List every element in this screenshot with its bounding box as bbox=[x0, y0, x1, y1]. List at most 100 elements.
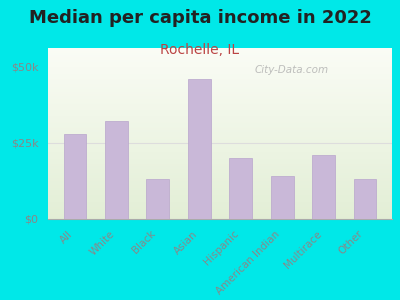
Bar bbox=[48, 137, 392, 139]
Bar bbox=[48, 149, 392, 151]
Bar bbox=[48, 156, 392, 158]
Bar bbox=[48, 187, 392, 188]
Bar bbox=[48, 146, 392, 147]
Bar bbox=[48, 99, 392, 101]
Text: Median per capita income in 2022: Median per capita income in 2022 bbox=[28, 9, 372, 27]
Bar bbox=[48, 217, 392, 219]
Bar bbox=[48, 130, 392, 132]
Bar bbox=[48, 68, 392, 70]
Bar bbox=[48, 84, 392, 86]
Bar bbox=[48, 151, 392, 152]
Bar bbox=[48, 180, 392, 182]
Bar bbox=[48, 127, 392, 128]
Bar bbox=[48, 116, 392, 118]
Bar bbox=[48, 188, 392, 190]
Bar bbox=[48, 50, 392, 51]
Bar bbox=[48, 72, 392, 74]
Bar bbox=[48, 94, 392, 96]
Bar bbox=[354, 179, 376, 219]
Bar bbox=[48, 209, 392, 211]
Bar bbox=[48, 87, 392, 89]
Bar bbox=[48, 195, 392, 197]
Bar bbox=[48, 171, 392, 173]
Bar bbox=[48, 91, 392, 92]
Bar bbox=[48, 77, 392, 79]
Bar bbox=[48, 106, 392, 108]
Bar bbox=[48, 147, 392, 149]
Bar bbox=[48, 62, 392, 63]
Bar bbox=[48, 142, 392, 144]
Bar bbox=[48, 164, 392, 166]
Bar bbox=[48, 132, 392, 134]
Bar bbox=[48, 85, 392, 87]
Bar bbox=[48, 82, 392, 84]
Bar bbox=[48, 103, 392, 104]
Bar bbox=[48, 134, 392, 135]
Bar bbox=[48, 113, 392, 115]
Bar bbox=[48, 185, 392, 187]
Bar bbox=[48, 192, 392, 193]
Bar bbox=[48, 159, 392, 161]
Bar bbox=[48, 128, 392, 130]
Bar bbox=[48, 169, 392, 171]
Bar bbox=[48, 53, 392, 55]
Bar bbox=[48, 58, 392, 60]
Bar bbox=[146, 179, 169, 219]
Bar bbox=[312, 155, 335, 219]
Bar bbox=[229, 158, 252, 219]
Bar bbox=[48, 108, 392, 109]
Bar bbox=[48, 154, 392, 156]
Bar bbox=[48, 63, 392, 65]
Bar bbox=[48, 80, 392, 82]
Bar bbox=[48, 175, 392, 176]
Bar bbox=[48, 190, 392, 192]
Bar bbox=[48, 101, 392, 103]
Bar bbox=[48, 158, 392, 159]
Bar bbox=[48, 202, 392, 204]
Bar bbox=[48, 176, 392, 178]
Bar bbox=[48, 51, 392, 53]
Bar bbox=[48, 178, 392, 180]
Bar bbox=[48, 111, 392, 113]
Bar bbox=[48, 214, 392, 216]
Bar bbox=[48, 56, 392, 58]
Bar bbox=[48, 89, 392, 91]
Bar bbox=[48, 96, 392, 98]
Bar bbox=[48, 104, 392, 106]
Bar bbox=[64, 134, 86, 219]
Bar bbox=[48, 182, 392, 183]
Bar bbox=[48, 207, 392, 209]
Bar bbox=[48, 144, 392, 146]
Bar bbox=[271, 176, 294, 219]
Bar bbox=[48, 211, 392, 212]
Bar bbox=[48, 140, 392, 142]
Bar bbox=[188, 79, 211, 219]
Bar bbox=[48, 125, 392, 127]
Bar bbox=[105, 121, 128, 219]
Bar bbox=[48, 115, 392, 116]
Bar bbox=[48, 168, 392, 169]
Bar bbox=[48, 122, 392, 123]
Bar bbox=[48, 205, 392, 207]
Bar bbox=[48, 197, 392, 199]
Bar bbox=[48, 110, 392, 111]
Bar bbox=[48, 139, 392, 140]
Bar bbox=[48, 98, 392, 99]
Bar bbox=[48, 212, 392, 214]
Bar bbox=[48, 70, 392, 72]
Bar bbox=[48, 163, 392, 164]
Text: Rochelle, IL: Rochelle, IL bbox=[160, 44, 240, 58]
Bar bbox=[48, 79, 392, 80]
Bar bbox=[48, 48, 392, 50]
Bar bbox=[48, 74, 392, 75]
Bar bbox=[48, 166, 392, 168]
Bar bbox=[48, 65, 392, 67]
Bar bbox=[48, 204, 392, 205]
Bar bbox=[48, 173, 392, 175]
Text: City-Data.com: City-Data.com bbox=[254, 65, 328, 75]
Bar bbox=[48, 152, 392, 154]
Bar bbox=[48, 120, 392, 122]
Bar bbox=[48, 75, 392, 77]
Bar bbox=[48, 193, 392, 195]
Bar bbox=[48, 67, 392, 68]
